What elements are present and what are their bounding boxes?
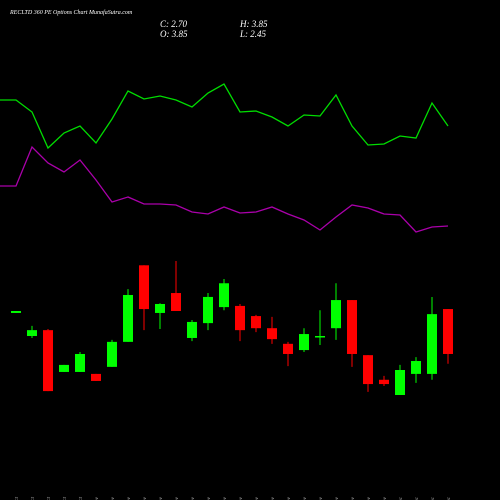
x-tick-label: 24 Nov — [317, 496, 324, 500]
low-label: L: 2.45 — [239, 29, 267, 39]
candle-body — [411, 361, 421, 374]
x-tick-label: 31 Oct — [78, 497, 84, 500]
x-tick-label: 04 Dec — [445, 496, 452, 500]
x-tick-label: 03 Dec — [430, 496, 436, 500]
x-tick-label: 07 Nov — [142, 496, 148, 500]
open-label: O: 3.85 — [160, 29, 188, 39]
indicator-line — [0, 83, 449, 150]
x-tick-label: 29 Oct — [46, 497, 52, 500]
indicator-line — [0, 145, 449, 233]
x-tick-label: 19 Nov — [270, 496, 276, 500]
x-tick-label: 01 Dec — [398, 496, 404, 500]
chart-title: RECLTD 360 PE Options Chart MunafaSutra.… — [9, 9, 133, 16]
x-tick-label: 26 Nov — [350, 496, 356, 500]
candle-body — [235, 305, 245, 331]
candle-body — [123, 294, 133, 342]
x-tick-label: 27 Oct — [14, 497, 20, 500]
x-tick-label: 03 Nov — [94, 496, 100, 500]
x-tick-label: 04 Nov — [109, 496, 116, 500]
x-tick-label: 21 Nov — [302, 496, 308, 500]
high-label: H: 3.85 — [239, 19, 268, 29]
candle-body — [171, 293, 181, 312]
candle-body — [75, 353, 85, 372]
candle-body — [43, 330, 53, 392]
x-tick-label: 02 Dec — [414, 496, 420, 500]
candle-body — [11, 311, 21, 313]
candle-body — [363, 355, 373, 385]
candle-body — [299, 334, 309, 351]
candle-body — [395, 369, 405, 395]
x-tick-label: 28 Nov — [382, 496, 388, 500]
candle-body — [59, 364, 69, 372]
candle-body — [267, 328, 277, 340]
candle-body — [315, 336, 325, 338]
x-tick-label: 27 Nov — [366, 496, 372, 500]
candle-body — [251, 316, 261, 329]
candle-body — [155, 303, 165, 313]
candle-body — [203, 296, 213, 324]
candle-body — [347, 300, 357, 354]
x-tick-label: 17 Nov — [238, 496, 244, 500]
x-tick-label: 18 Nov — [254, 496, 260, 500]
candle-body — [139, 265, 149, 310]
x-tick-label: 30 Oct — [62, 497, 68, 500]
candle-body — [379, 379, 389, 385]
x-tick-label: 25 Nov — [334, 496, 340, 500]
candle-body — [331, 300, 341, 329]
x-tick-label: 13 Nov — [206, 496, 212, 500]
x-tick-label: 11 Nov — [174, 496, 180, 500]
candle-body — [427, 314, 437, 374]
candle-body — [283, 343, 293, 354]
x-tick-label: 12 Nov — [190, 496, 196, 500]
x-tick-label: 10 Nov — [158, 496, 164, 500]
candle-body — [219, 283, 229, 308]
close-label: C: 2.70 — [160, 19, 188, 29]
candle-body — [27, 330, 37, 337]
candle-body — [107, 341, 117, 367]
x-tick-label: 06 Nov — [126, 496, 132, 500]
candle-body — [187, 321, 197, 338]
x-tick-label: 20 Nov — [286, 496, 292, 500]
candle-body — [91, 373, 101, 381]
candle-body — [443, 309, 453, 354]
x-tick-label: 28 Oct — [30, 497, 36, 500]
x-tick-label: 14 Nov — [221, 496, 228, 500]
